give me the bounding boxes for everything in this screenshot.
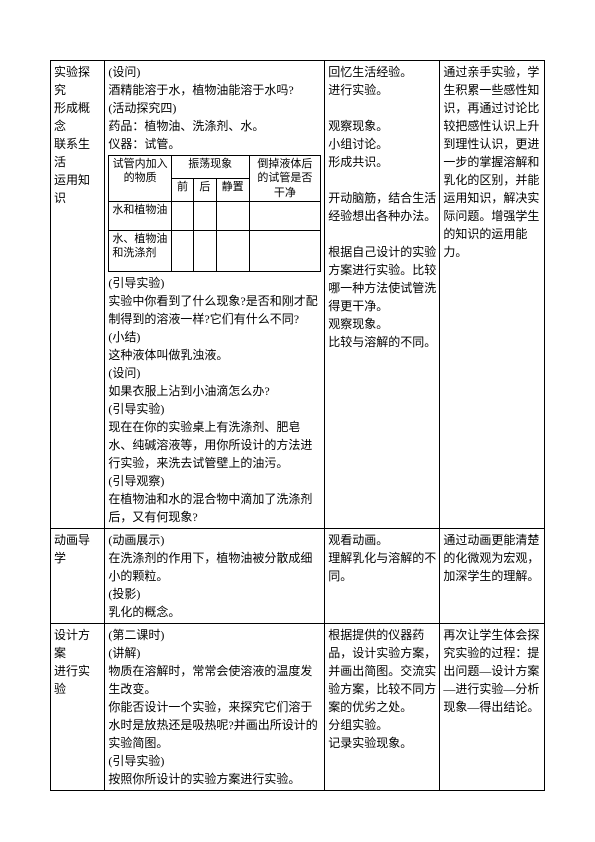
text: 运用知识 bbox=[54, 173, 90, 205]
inner-subheader: 前 bbox=[171, 178, 193, 201]
text: 在洗涤剂的作用下，植物油被分散成细小的颗粒。 bbox=[108, 551, 312, 583]
text: 在植物油和水的混合物中滴加了洗涤剂后，又有何现象? bbox=[108, 492, 312, 524]
text: 观察现象。 bbox=[328, 119, 388, 133]
text: (引导实验) bbox=[108, 276, 164, 290]
text: 仪器：试管。 bbox=[108, 137, 180, 151]
text: 现在在你的实验桌上有洗涤剂、肥皂水、纯碱溶液等，用你所设计的方法进行实验，来洗去… bbox=[108, 420, 312, 470]
inner-subheader: 静置 bbox=[216, 178, 249, 201]
text: 你能否设计一个实验，来探究它们溶于水时是放热还是吸热呢?并画出所设计的实验简图。 bbox=[108, 700, 317, 750]
text: 这种液体叫做乳浊液。 bbox=[108, 348, 228, 362]
text: 形成概念 bbox=[54, 101, 90, 133]
text: 物质在溶解时，常常会使溶液的温度发生改变。 bbox=[108, 664, 312, 696]
text: (小结) bbox=[108, 330, 140, 344]
purpose-cell: 通过动画更能清楚的化微观为宏观，加深学生的理解。 bbox=[440, 528, 545, 623]
stage-cell: 动画导学 bbox=[51, 528, 105, 623]
text: 理解乳化与溶解的不同。 bbox=[328, 551, 436, 583]
text: 再次让学生体会探究实验的过程：提出问题—设计方案—进行实验—分析现象—得出结论。 bbox=[443, 628, 539, 714]
inner-header: 试管内加入的物质 bbox=[109, 156, 171, 202]
text: 回忆生活经验。 bbox=[328, 65, 412, 79]
text: 实验中你看到了什么现象?是否和刚才配制得到的溶液一样?它们有什么不同? bbox=[108, 294, 317, 326]
text: 观察现象。 bbox=[328, 317, 388, 331]
text: 酒精能溶于水，植物油能溶于水吗? bbox=[108, 83, 293, 97]
text: 进行实验 bbox=[54, 664, 90, 696]
text: (第二课时) bbox=[108, 628, 164, 642]
text: 按照你所设计的实验方案进行实验。 bbox=[108, 772, 300, 786]
teacher-activity-cell: (第二课时) (讲解) 物质在溶解时，常常会使溶液的温度发生改变。 你能否设计一… bbox=[105, 623, 325, 790]
text: 联系生活 bbox=[54, 137, 90, 169]
text: (活动探究四) bbox=[108, 101, 176, 115]
text: 形成共识。 bbox=[328, 155, 388, 169]
text: (引导观察) bbox=[108, 474, 164, 488]
text: 观看动画。 bbox=[328, 533, 388, 547]
text: (讲解) bbox=[108, 646, 140, 660]
stage-cell: 设计方案 进行实验 bbox=[51, 623, 105, 790]
text: 根据自己设计的实验方案进行实验。比较哪一种方法使试管洗得更干净。 bbox=[328, 245, 436, 313]
inner-rowlabel: 水和植物油 bbox=[109, 201, 171, 230]
text: 如果衣服上沾到小油滴怎么办? bbox=[108, 384, 269, 398]
text: 开动脑筋，结合生活经验想出各种办法。 bbox=[328, 191, 436, 223]
purpose-cell: 再次让学生体会探究实验的过程：提出问题—设计方案—进行实验—分析现象—得出结论。 bbox=[440, 623, 545, 790]
text: 设计方案 bbox=[54, 628, 90, 660]
text: 通过亲手实验，学生积累一些感性知识，再通过讨论比较把感性认识上升到理性认识，更进… bbox=[443, 65, 539, 259]
student-activity-cell: 根据提供的仪器药品，设计实验方案，并画出简图。交流实验方案，比较不同方案的优劣之… bbox=[325, 623, 440, 790]
inner-rowlabel: 水、植物油和洗涤剂 bbox=[109, 230, 171, 271]
text: 实验探究 bbox=[54, 65, 90, 97]
student-activity-cell: 观看动画。 理解乳化与溶解的不同。 bbox=[325, 528, 440, 623]
teacher-activity-cell: (动画展示) 在洗涤剂的作用下，植物油被分散成细小的颗粒。 (投影) 乳化的概念… bbox=[105, 528, 325, 623]
inner-header: 倒掉液体后的试管是否干净 bbox=[249, 156, 321, 202]
inner-subheader: 后 bbox=[194, 178, 216, 201]
text: (设问) bbox=[108, 65, 140, 79]
text: 进行实验。 bbox=[328, 83, 388, 97]
table-row: 动画导学 (动画展示) 在洗涤剂的作用下，植物油被分散成细小的颗粒。 (投影) … bbox=[51, 528, 545, 623]
text: (设问) bbox=[108, 366, 140, 380]
inner-header: 振荡现象 bbox=[171, 156, 249, 179]
inner-experiment-table: 试管内加入的物质 振荡现象 倒掉液体后的试管是否干净 前 后 静置 水和植物油 … bbox=[108, 155, 321, 272]
text: 记录实验现象。 bbox=[328, 736, 412, 750]
text: 小组讨论。 bbox=[328, 137, 388, 151]
purpose-cell: 通过亲手实验，学生积累一些感性知识，再通过讨论比较把感性认识上升到理性认识，更进… bbox=[440, 61, 545, 529]
teacher-activity-cell: (设问) 酒精能溶于水，植物油能溶于水吗? (活动探究四) 药品：植物油、洗涤剂… bbox=[105, 61, 325, 529]
text: 动画导学 bbox=[54, 533, 90, 565]
text: 药品：植物油、洗涤剂、水。 bbox=[108, 119, 264, 133]
text: 比较与溶解的不同。 bbox=[328, 335, 436, 349]
text: 通过动画更能清楚的化微观为宏观，加深学生的理解。 bbox=[443, 533, 539, 583]
text: 分组实验。 bbox=[328, 718, 388, 732]
student-activity-cell: 回忆生活经验。 进行实验。 观察现象。 小组讨论。 形成共识。 开动脑筋，结合生… bbox=[325, 61, 440, 529]
text: (引导实验) bbox=[108, 754, 164, 768]
text: 乳化的概念。 bbox=[108, 605, 180, 619]
text: (投影) bbox=[108, 587, 140, 601]
table-row: 实验探究 形成概念 联系生活 运用知识 (设问) 酒精能溶于水，植物油能溶于水吗… bbox=[51, 61, 545, 529]
text: 根据提供的仪器药品，设计实验方案，并画出简图。交流实验方案，比较不同方案的优劣之… bbox=[328, 628, 436, 714]
lesson-plan-table: 实验探究 形成概念 联系生活 运用知识 (设问) 酒精能溶于水，植物油能溶于水吗… bbox=[50, 60, 545, 791]
text: (动画展示) bbox=[108, 533, 164, 547]
stage-cell: 实验探究 形成概念 联系生活 运用知识 bbox=[51, 61, 105, 529]
table-row: 设计方案 进行实验 (第二课时) (讲解) 物质在溶解时，常常会使溶液的温度发生… bbox=[51, 623, 545, 790]
text: (引导实验) bbox=[108, 402, 164, 416]
